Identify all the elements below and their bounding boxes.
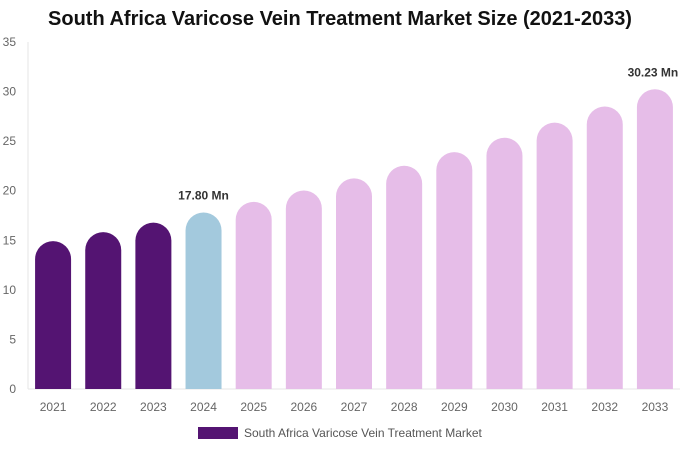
x-tick-label: 2030 bbox=[491, 400, 518, 414]
data-label: 17.80 Mn bbox=[178, 189, 229, 203]
bar-2032 bbox=[586, 106, 623, 389]
bar-2030 bbox=[486, 137, 523, 389]
bar-2029 bbox=[436, 152, 473, 389]
legend: South Africa Varicose Vein Treatment Mar… bbox=[198, 426, 482, 440]
y-tick-label: 5 bbox=[9, 332, 16, 346]
x-tick-label: 2022 bbox=[90, 400, 117, 414]
y-tick-label: 20 bbox=[3, 184, 17, 198]
x-tick-label: 2023 bbox=[140, 400, 167, 414]
legend-label: South Africa Varicose Vein Treatment Mar… bbox=[244, 426, 482, 440]
bar-2028 bbox=[386, 165, 423, 389]
y-tick-label: 10 bbox=[3, 283, 17, 297]
bar-2025 bbox=[235, 201, 272, 389]
y-tick-label: 30 bbox=[3, 85, 17, 99]
data-label: 30.23 Mn bbox=[628, 65, 679, 79]
legend-swatch bbox=[198, 427, 238, 439]
bar-2027 bbox=[336, 178, 372, 389]
y-tick-label: 15 bbox=[3, 233, 17, 247]
chart-title: South Africa Varicose Vein Treatment Mar… bbox=[48, 8, 632, 30]
x-tick-label: 2033 bbox=[642, 400, 669, 414]
x-tick-label: 2027 bbox=[341, 400, 368, 414]
x-tick-label: 2025 bbox=[240, 400, 267, 414]
bar-2031 bbox=[536, 122, 573, 389]
x-tick-label: 2029 bbox=[441, 400, 468, 414]
x-tick-label: 2031 bbox=[541, 400, 568, 414]
x-tick-label: 2028 bbox=[391, 400, 418, 414]
x-tick-label: 2021 bbox=[40, 400, 67, 414]
x-tick-label: 2032 bbox=[591, 400, 618, 414]
x-tick-label: 2026 bbox=[290, 400, 317, 414]
x-tick-label: 2024 bbox=[190, 400, 217, 414]
y-tick-label: 0 bbox=[9, 382, 16, 396]
bar-2022 bbox=[85, 232, 122, 389]
bar-2021 bbox=[35, 241, 72, 389]
bar-2026 bbox=[285, 190, 322, 389]
bar-2023 bbox=[135, 222, 172, 389]
y-tick-label: 25 bbox=[3, 134, 17, 148]
bar-2033 bbox=[636, 89, 673, 390]
bar-2024 bbox=[185, 212, 222, 389]
y-tick-label: 35 bbox=[3, 35, 17, 49]
